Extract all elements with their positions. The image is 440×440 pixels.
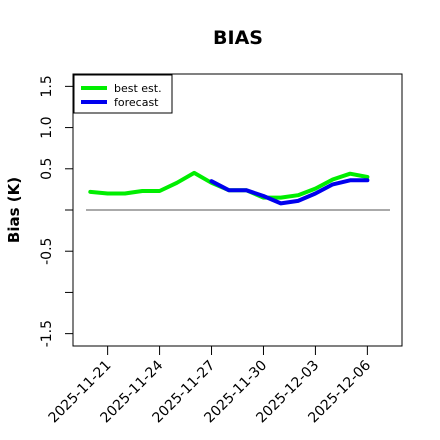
y-axis: -1.5 -0.5 0.5 1.0 1.5 (39, 75, 73, 347)
y-tick-label: -0.5 (39, 238, 55, 265)
y-tick-label: 1.0 (39, 116, 55, 138)
legend: best est. forecast (73, 74, 173, 114)
chart-title: BIAS (213, 27, 263, 49)
y-tick-label: 0.5 (39, 158, 55, 180)
legend-box (73, 74, 173, 114)
y-axis-label: Bias (K) (5, 177, 23, 243)
y-tick-label: 1.5 (39, 75, 55, 97)
series-line-best-est (88, 170, 370, 200)
legend-label-best-est: best est. (114, 82, 162, 95)
y-tick-label: -1.5 (39, 320, 55, 347)
legend-label-forecast: forecast (114, 96, 159, 109)
series-line-forecast (209, 178, 370, 206)
series-layer (88, 170, 370, 206)
x-axis: 2025-11-212025-11-242025-11-272025-11-30… (46, 346, 374, 426)
